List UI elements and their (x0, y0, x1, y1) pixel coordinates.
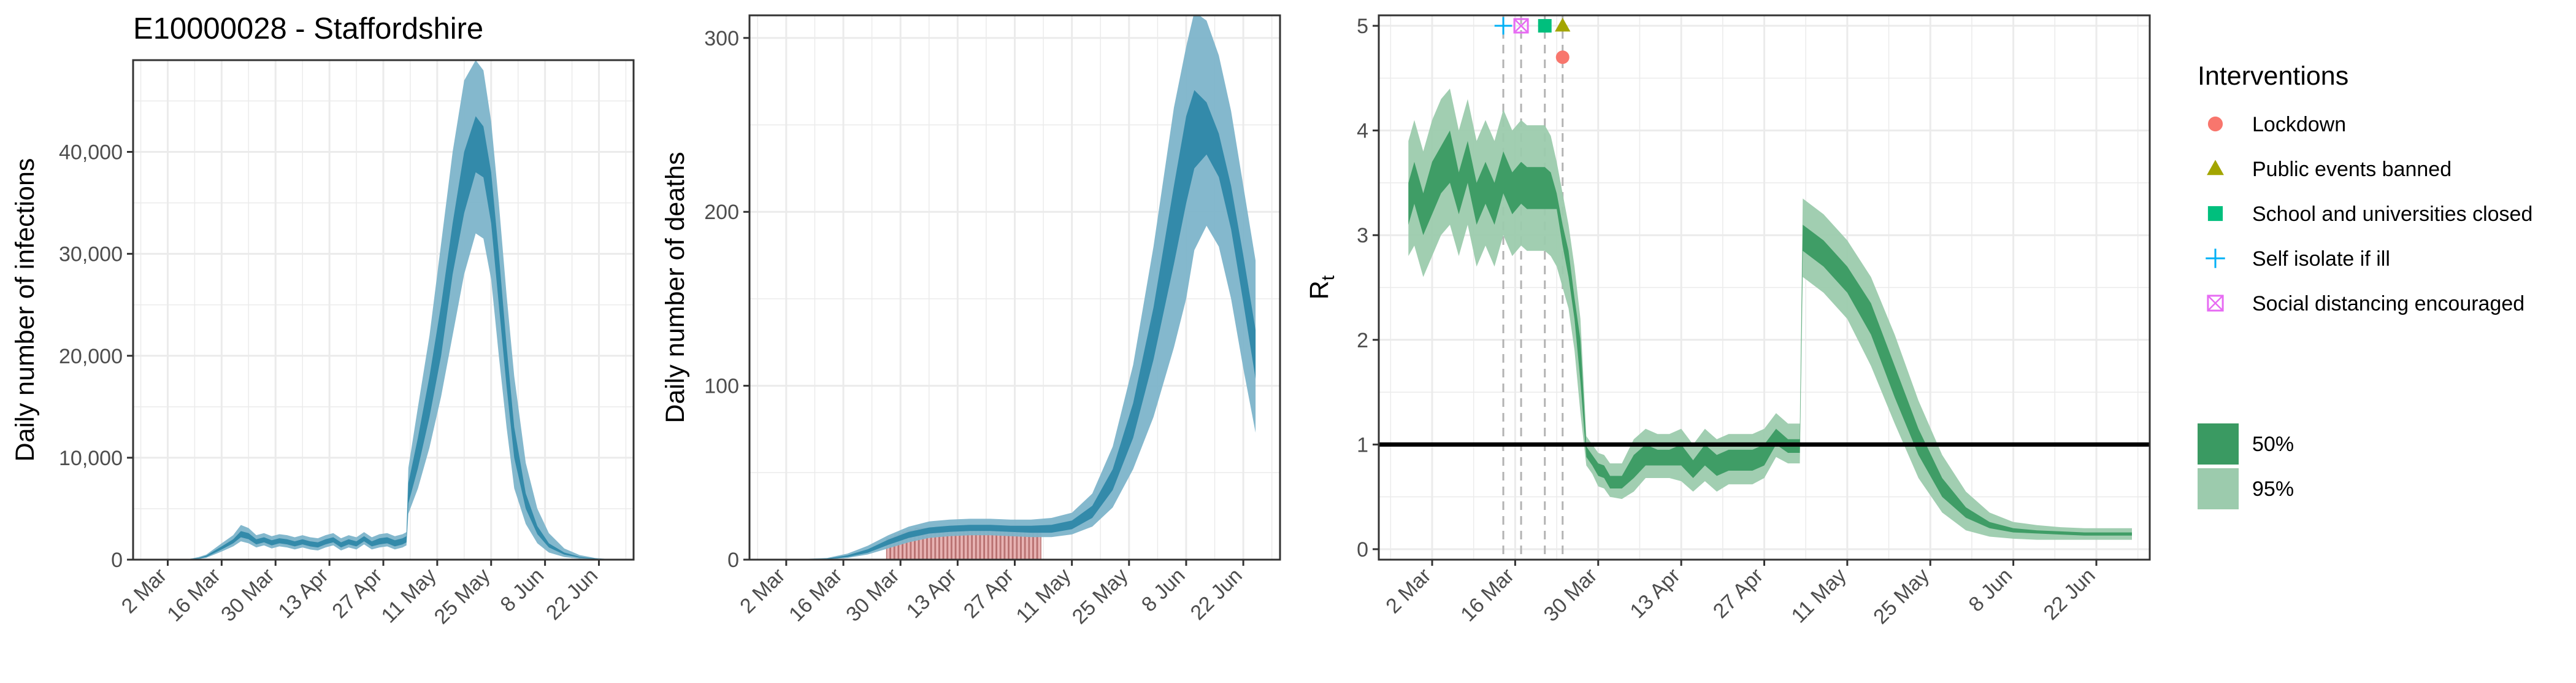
x-tick-label: 27 Apr (1709, 564, 1768, 623)
legend-intervention-label: Public events banned (2252, 158, 2451, 181)
legend-key-square (2207, 206, 2223, 222)
y-tick-label: 100 (704, 375, 739, 398)
plot-area (1379, 15, 2150, 560)
legend-key-triangle (2207, 160, 2224, 176)
legend-intervention-label: Social distancing encouraged (2252, 292, 2524, 315)
legend-key-boxcross (2207, 295, 2223, 311)
x-tick-label: 11 May (1011, 564, 1075, 628)
x-tick-label: 25 May (1869, 564, 1934, 629)
figure-title: E10000028 - Staffordshire (133, 12, 483, 45)
y-tick-label: 5 (1357, 15, 1368, 38)
x-tick-label: 22 Jun (1186, 564, 1247, 625)
y-tick-label: 2 (1357, 329, 1368, 352)
y-tick-label: 200 (704, 201, 739, 224)
y-tick-label: 3 (1357, 224, 1368, 247)
x-tick-label: 16 Mar (784, 564, 847, 627)
legend-key-boxcross (2207, 295, 2224, 312)
y-axis-label: Rt (1305, 275, 1338, 299)
legend-ci-label: 50% (2252, 433, 2294, 456)
legend-intervention-label: School and universities closed (2252, 203, 2532, 226)
x-tick-label: 25 May (1068, 564, 1133, 629)
x-tick-label: 22 Jun (2039, 564, 2100, 625)
rt-panel: 0 1 2 3 4 5 2 Mar 16 Mar 30 Mar 13 Apr 27 Apr 11 Ma… (1305, 14, 2151, 629)
y-tick-label: 0 (1357, 538, 1368, 561)
plot-area (786, 15, 1256, 560)
ci-95-band (786, 15, 1256, 560)
x-tick-label: 13 Apr (274, 564, 332, 623)
ci-95-band (167, 60, 607, 560)
intervention-marker (1513, 18, 1529, 34)
y-tick-label: 0 (727, 549, 739, 572)
x-tick-label: 30 Mar (217, 564, 279, 627)
x-tick-label: 11 May (377, 564, 441, 628)
x-tick-label: 30 Mar (841, 564, 904, 627)
y-axis-label: Daily number of infections (10, 158, 40, 462)
ci-50-band (786, 90, 1256, 560)
legend-intervention-label: Lockdown (2252, 113, 2346, 136)
legend-key-ci-95 (2198, 468, 2239, 509)
x-tick-label: 25 May (430, 564, 495, 629)
intervention-marker (1555, 50, 1570, 64)
legend-interventions-title: Interventions (2198, 61, 2348, 91)
x-tick-label: 2 Mar (1381, 564, 1435, 618)
legend-key-ci-50 (2198, 423, 2239, 465)
y-tick-label: 4 (1357, 120, 1368, 143)
x-tick-label: 13 Apr (1625, 564, 1684, 623)
legend-ci-label: 95% (2252, 477, 2294, 501)
legend-intervention-label: Self isolate if ill (2252, 247, 2390, 271)
x-tick-label: 11 May (1787, 564, 1851, 628)
x-tick-label: 30 Mar (1539, 564, 1602, 627)
x-tick-label: 16 Mar (1456, 564, 1519, 627)
intervention-marker (1555, 17, 1571, 32)
y-axis-label-subscript: t (1318, 275, 1338, 280)
ci-50-band (1408, 130, 2132, 536)
y-tick-label: 300 (704, 27, 739, 50)
plot-area (167, 60, 607, 560)
x-tick-label: 16 Mar (163, 564, 225, 627)
x-tick-label: 2 Mar (735, 564, 789, 618)
y-tick-label: 0 (111, 549, 123, 572)
x-tick-label: 27 Apr (959, 564, 1018, 623)
x-tick-label: 13 Apr (902, 564, 961, 623)
y-axis-label: Daily number of deaths (661, 152, 690, 423)
y-tick-label: 40,000 (59, 141, 123, 164)
y-tick-label: 10,000 (59, 447, 123, 470)
y-tick-label: 1 (1357, 433, 1368, 457)
x-tick-label: 8 Jun (1965, 564, 2017, 617)
y-tick-label: 30,000 (59, 243, 123, 266)
legend: Interventions Lockdown Public events banne… (2198, 61, 2532, 509)
intervention-marker (1538, 19, 1552, 33)
x-tick-label: 8 Jun (1137, 564, 1190, 617)
x-tick-label: 8 Jun (496, 564, 549, 617)
legend-key-circle (2207, 116, 2223, 132)
x-tick-label: 27 Apr (328, 564, 386, 623)
y-axis-label-main: R (1305, 280, 1334, 299)
x-tick-label: 22 Jun (542, 564, 602, 625)
intervention-marker (1514, 18, 1528, 33)
y-tick-label: 20,000 (59, 345, 123, 368)
